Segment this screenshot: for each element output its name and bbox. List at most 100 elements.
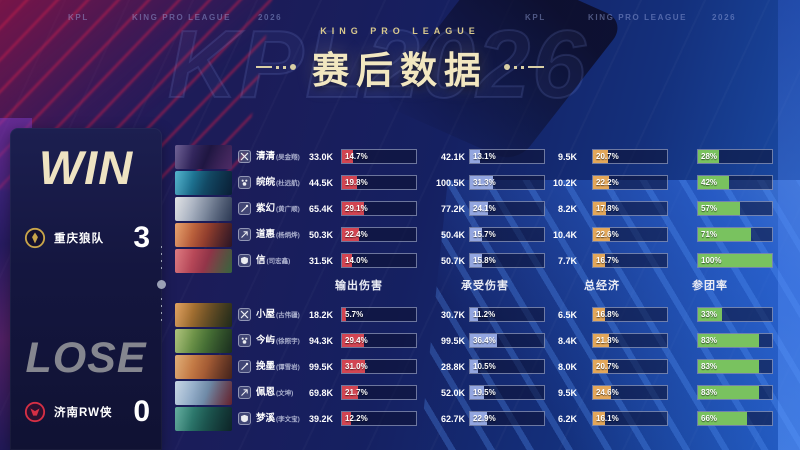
player-name: 紫幻(黄广顺) xyxy=(256,203,300,214)
economy-bar: 20.7% xyxy=(592,149,668,164)
title-ornament-right xyxy=(504,64,544,70)
economy-bar-fill xyxy=(593,202,607,215)
player-row: 道惠(杨炳烨) 50.3K 22.4% 50.4K 15.7% 10.4K 22.6% 71% xyxy=(173,222,793,248)
participation-bar: 33% xyxy=(697,307,773,322)
damage-taken-value: 30.7K xyxy=(440,310,465,320)
damage-taken-bar-label: 11.2% xyxy=(473,310,496,319)
marquee-league-right: KING PRO LEAGUE xyxy=(588,13,688,22)
damage-taken-value: 62.7K xyxy=(440,414,465,424)
damage-taken-bar-fill xyxy=(470,334,497,347)
player-name: 小屋(古伟疆) xyxy=(256,309,300,320)
economy-bar-label: 16.8% xyxy=(596,310,619,319)
panel-dotted-line-bottom xyxy=(161,298,162,324)
economy-bar-label: 17.8% xyxy=(596,204,619,213)
marquee-league-left: KING PRO LEAGUE xyxy=(132,13,232,22)
damage-dealt-value: 65.4K xyxy=(308,204,333,214)
economy-value: 7.7K xyxy=(557,256,577,266)
damage-taken-bar-fill xyxy=(470,150,480,163)
damage-taken-bar-label: 19.5% xyxy=(473,388,496,397)
player-row: 紫幻(黄广顺) 65.4K 29.1% 77.2K 24.1% 8.2K 17.8% 57% xyxy=(173,196,793,222)
economy-value: 9.5K xyxy=(557,388,577,398)
scoreboard-panel: WIN 重庆狼队 3 LOSE 济南RW侠 0 xyxy=(10,128,166,450)
damage-dealt-bar-fill xyxy=(342,334,364,347)
damage-taken-value: 28.8K xyxy=(440,362,465,372)
damage-dealt-bar-fill xyxy=(342,228,359,241)
damage-dealt-bar-label: 22.4% xyxy=(345,230,368,239)
participation-bar: 66% xyxy=(697,411,773,426)
damage-taken-bar: 15.7% xyxy=(469,227,545,242)
player-real-name: (吴金翔) xyxy=(276,154,300,161)
participation-bar-fill xyxy=(698,360,760,373)
economy-bar-fill xyxy=(593,386,612,399)
damage-taken-bar-label: 15.8% xyxy=(473,256,496,265)
mid-lane-icon xyxy=(238,202,251,215)
participation-bar: 83% xyxy=(697,333,773,348)
damage-dealt-bar-fill xyxy=(342,202,364,215)
player-name: 清清(吴金翔) xyxy=(256,151,300,162)
league-label: KING PRO LEAGUE xyxy=(320,26,480,36)
farm-lane-icon xyxy=(238,228,251,241)
participation-bar-fill xyxy=(698,334,760,347)
economy-bar-label: 21.8% xyxy=(596,336,619,345)
economy-bar: 17.8% xyxy=(592,201,668,216)
damage-dealt-bar: 29.1% xyxy=(341,201,417,216)
hero-avatar xyxy=(175,407,232,431)
participation-bar-label: 100% xyxy=(701,256,722,265)
damage-dealt-bar: 14.0% xyxy=(341,253,417,268)
damage-dealt-bar-label: 14.0% xyxy=(345,256,368,265)
damage-dealt-value: 50.3K xyxy=(308,230,333,240)
player-name: 道惠(杨炳烨) xyxy=(256,229,300,240)
economy-bar-fill xyxy=(593,228,610,241)
damage-taken-bar-label: 24.1% xyxy=(473,204,496,213)
damage-taken-bar: 10.5% xyxy=(469,359,545,374)
jinan-rw-logo xyxy=(24,401,46,423)
player-row: 佩恩(文坤) 69.8K 21.7% 52.0K 19.5% 9.5K 24.6% 83% xyxy=(173,380,793,406)
player-real-name: (文坤) xyxy=(276,390,294,397)
damage-taken-bar-label: 15.7% xyxy=(473,230,496,239)
farm-lane-icon xyxy=(238,386,251,399)
economy-value: 9.5K xyxy=(557,152,577,162)
damage-taken-value: 50.7K xyxy=(440,256,465,266)
economy-value: 6.5K xyxy=(557,310,577,320)
lose-team-name: 济南RW侠 xyxy=(54,407,113,419)
damage-taken-bar-fill xyxy=(470,308,479,321)
player-row: 清清(吴金翔) 33.0K 14.7% 42.1K 13.1% 9.5K 20.7% 28% xyxy=(173,144,793,170)
economy-bar-label: 16.7% xyxy=(596,256,619,265)
damage-taken-bar-fill xyxy=(470,360,478,373)
economy-bar-fill xyxy=(593,360,609,373)
participation-bar: 57% xyxy=(697,201,773,216)
participation-bar-fill xyxy=(698,228,751,241)
win-team-name: 重庆狼队 xyxy=(54,233,104,245)
hero-avatar xyxy=(175,171,232,195)
player-name: 佩恩(文坤) xyxy=(256,387,294,398)
economy-bar-fill xyxy=(593,308,606,321)
damage-dealt-bar-label: 5.7% xyxy=(345,310,364,319)
participation-bar-label: 28% xyxy=(701,152,718,161)
marquee-year-left: 2026 xyxy=(258,13,283,22)
economy-bar-fill xyxy=(593,176,610,189)
participation-bar-fill xyxy=(698,412,747,425)
panel-edge-dot xyxy=(157,280,166,289)
damage-taken-bar-label: 22.9% xyxy=(473,414,496,423)
damage-taken-bar-fill xyxy=(470,254,482,267)
damage-taken-value: 77.2K xyxy=(440,204,465,214)
participation-bar: 100% xyxy=(697,253,773,268)
hero-avatar xyxy=(175,197,232,221)
page-title: 赛后数据 xyxy=(312,50,488,91)
economy-bar-fill xyxy=(593,412,605,425)
participation-bar-label: 33% xyxy=(701,310,718,319)
lose-team-score: 0 xyxy=(133,395,150,428)
economy-bar-label: 16.1% xyxy=(596,414,619,423)
damage-dealt-bar-label: 29.4% xyxy=(345,336,368,345)
damage-dealt-value: 69.8K xyxy=(308,388,333,398)
participation-bar-label: 66% xyxy=(701,414,718,423)
player-row: 皖皖(杜远航) 44.5K 19.8% 100.5K 31.3% 10.2K 22.2% 42… xyxy=(173,170,793,196)
participation-bar: 28% xyxy=(697,149,773,164)
damage-dealt-bar-label: 12.2% xyxy=(345,414,368,423)
damage-taken-bar: 11.2% xyxy=(469,307,545,322)
damage-dealt-bar-label: 19.8% xyxy=(345,178,368,187)
damage-dealt-value: 99.5K xyxy=(308,362,333,372)
economy-value: 10.4K xyxy=(552,230,577,240)
damage-taken-bar-label: 13.1% xyxy=(473,152,496,161)
